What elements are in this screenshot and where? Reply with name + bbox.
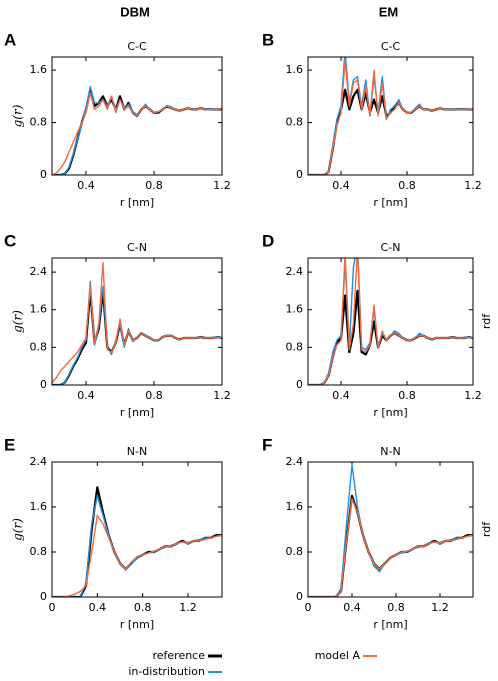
- x-tick-label: 0.8: [387, 601, 405, 614]
- x-tick-label: 1.2: [464, 179, 482, 192]
- series-line: [52, 92, 222, 175]
- plot-frame: [51, 56, 223, 176]
- y-tick-label: 1.6: [30, 303, 48, 316]
- legend-label: in-distribution: [128, 665, 205, 678]
- y-tick-label: 2.4: [286, 265, 304, 278]
- x-tick-label: 0.4: [89, 601, 107, 614]
- x-tick-label: 0.8: [398, 389, 416, 402]
- x-axis-label: r [nm]: [373, 618, 407, 631]
- column-title: DBM: [120, 4, 150, 19]
- panel-title: C-C: [381, 40, 401, 53]
- x-axis-label: r [nm]: [120, 196, 154, 209]
- series-line: [52, 262, 222, 384]
- y-tick-label: 1.6: [286, 303, 304, 316]
- x-tick-label: 0.4: [332, 389, 350, 402]
- panel-title: C-N: [127, 241, 147, 254]
- x-tick-label: 0.8: [134, 601, 152, 614]
- plot-frame: [51, 257, 223, 386]
- panel-letter: B: [262, 30, 274, 49]
- y-tick-label: 0: [296, 590, 303, 603]
- plot-frame: [307, 257, 474, 386]
- y-tick-label: 2.4: [30, 455, 48, 468]
- panel-title: C-C: [127, 40, 147, 53]
- x-tick-label: 0.8: [145, 389, 163, 402]
- x-tick-label: 0.4: [332, 179, 350, 192]
- x-axis-label: r [nm]: [373, 406, 407, 419]
- y-tick-label: 0: [296, 168, 303, 181]
- y-tick-label: 0.8: [286, 545, 304, 558]
- y-tick-label: 0.8: [286, 116, 304, 129]
- x-tick-label: 1.2: [179, 601, 197, 614]
- column-title: EM: [379, 4, 399, 19]
- series-line: [52, 280, 222, 385]
- y-tick-label: 1.6: [30, 500, 48, 513]
- panel-title: C-N: [381, 241, 401, 254]
- series-line: [52, 486, 222, 597]
- y-tick-label: 1.6: [286, 500, 304, 513]
- side-label: rdf: [480, 313, 493, 329]
- x-tick-label: 0.4: [343, 601, 361, 614]
- series-line: [308, 59, 473, 175]
- panel-title: N-N: [127, 445, 147, 458]
- y-tick-label: 0.8: [30, 545, 48, 558]
- series-line: [308, 258, 473, 385]
- legend-label: model A: [315, 649, 361, 662]
- x-tick-label: 0: [49, 601, 56, 614]
- plot-frame: [307, 461, 474, 598]
- series-line: [308, 497, 473, 597]
- y-tick-label: 1.6: [30, 63, 48, 76]
- x-axis-label: r [nm]: [120, 406, 154, 419]
- series-line: [52, 495, 222, 597]
- panel-letter: A: [4, 30, 16, 49]
- y-tick-label: 0.8: [30, 340, 48, 353]
- x-axis-label: r [nm]: [120, 618, 154, 631]
- y-tick-label: 1.6: [286, 63, 304, 76]
- plot-frame: [51, 461, 223, 598]
- series-line: [308, 464, 473, 597]
- y-tick-label: 0: [40, 378, 47, 391]
- x-tick-label: 1.2: [431, 601, 449, 614]
- y-tick-label: 0: [296, 378, 303, 391]
- x-tick-label: 0: [305, 601, 312, 614]
- x-tick-label: 1.2: [464, 389, 482, 402]
- panel-letter: C: [4, 231, 16, 250]
- y-tick-label: 0.8: [30, 116, 48, 129]
- y-tick-label: 0.8: [286, 340, 304, 353]
- y-axis-label: g(r): [11, 104, 25, 127]
- series-line: [308, 258, 473, 385]
- plot-frame: [307, 56, 474, 176]
- x-tick-label: 0.4: [77, 179, 95, 192]
- y-tick-label: 2.4: [286, 455, 304, 468]
- panel-letter: D: [262, 231, 274, 250]
- x-tick-label: 1.2: [213, 389, 231, 402]
- series-line: [308, 88, 473, 175]
- panel-letter: E: [4, 435, 15, 454]
- y-tick-label: 0: [40, 168, 47, 181]
- series-line: [52, 514, 222, 597]
- series-line: [308, 494, 473, 597]
- x-axis-label: r [nm]: [373, 196, 407, 209]
- x-tick-label: 0.8: [145, 179, 163, 192]
- x-tick-label: 0.4: [77, 389, 95, 402]
- y-tick-label: 2.4: [30, 265, 48, 278]
- x-tick-label: 1.2: [213, 179, 231, 192]
- side-label: rdf: [480, 521, 493, 537]
- panel-letter: F: [262, 435, 272, 454]
- legend-label: reference: [152, 649, 205, 662]
- y-axis-label: g(r): [11, 310, 25, 333]
- x-tick-label: 0.8: [398, 179, 416, 192]
- y-axis-label: g(r): [11, 518, 25, 541]
- y-tick-label: 0: [40, 590, 47, 603]
- panel-title: N-N: [380, 445, 400, 458]
